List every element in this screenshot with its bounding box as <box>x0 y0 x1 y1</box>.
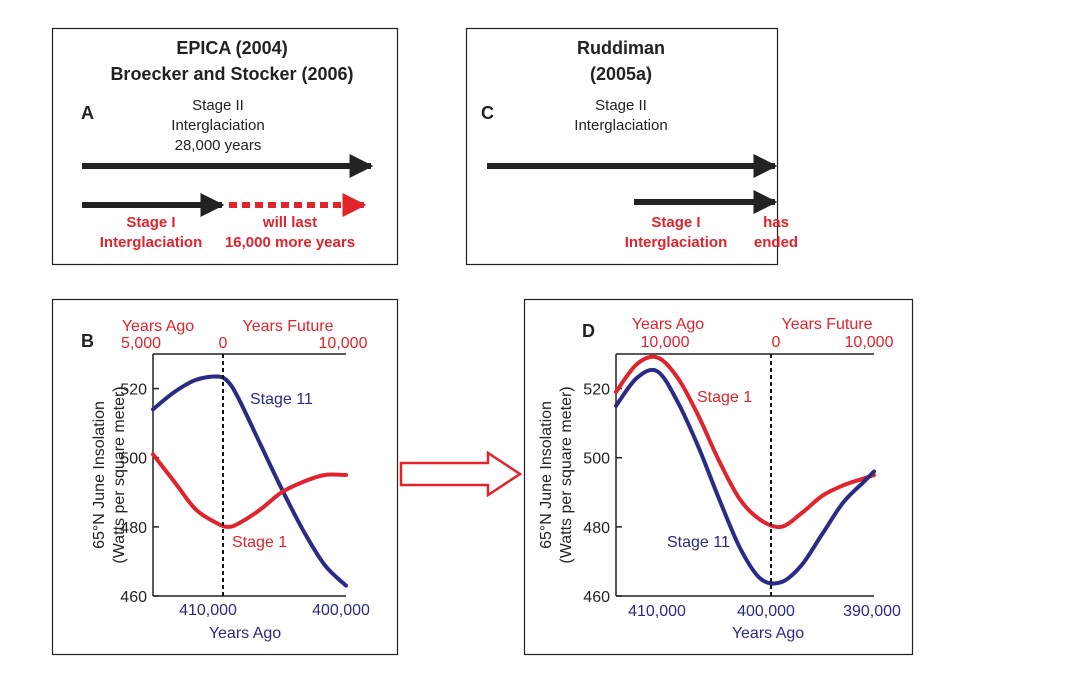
panel-d-frame <box>523 298 914 656</box>
panel-a-title-1: EPICA (2004) <box>176 38 287 58</box>
panel-d-stage11-line <box>614 367 876 586</box>
panel-c-letter: C <box>481 103 494 123</box>
panel-b: B Years Ago Years Future 5,000 0 10,000 … <box>51 298 399 656</box>
panel-a-frame <box>51 27 399 266</box>
panel-d-plot <box>614 354 876 586</box>
panel-b-ytick-label-460: 460 <box>120 589 147 606</box>
panel-c-title-2: (2005a) <box>590 64 652 84</box>
panel-b-plot <box>151 374 348 588</box>
panel-d-bottom-tick-410000: 410,000 <box>628 603 686 620</box>
panel-d-bottom-tick-400000: 400,000 <box>737 603 795 620</box>
panel-d-stage1-label: Stage 1 <box>697 389 752 406</box>
panel-d-stage11-label: Stage 11 <box>667 534 730 551</box>
panel-d-stage1-line <box>614 354 876 530</box>
panel-c-stage2-line2: Interglaciation <box>574 117 667 134</box>
panel-d-ylabel-2: (Watts per square meter) <box>558 386 575 563</box>
panel-b-stage1-line <box>151 452 348 529</box>
panel-a-stage1-line2: Interglaciation <box>100 234 203 251</box>
panel-b-ytick-label-500: 500 <box>120 451 147 468</box>
panel-b-xlabel: Years Ago <box>209 625 281 642</box>
panel-a-future-line2: 16,000 more years <box>225 234 355 251</box>
panel-transition-arrow <box>399 450 523 498</box>
panel-b-stage11-label: Stage 11 <box>250 391 313 408</box>
panel-d-top-label-future: Years Future <box>781 316 872 333</box>
panel-c-ended-line1: has <box>763 214 789 231</box>
panel-d-top-tick-0: 0 <box>772 334 781 351</box>
panel-d-top-label-ago: Years Ago <box>632 316 704 333</box>
panel-d-bottom-tick-390000: 390,000 <box>843 603 901 620</box>
panel-a-title-2: Broecker and Stocker (2006) <box>110 64 353 84</box>
panel-a-letter: A <box>81 103 94 123</box>
panel-c-ended-line2: ended <box>754 234 798 251</box>
panel-a-stage2-line3: 28,000 years <box>175 137 262 154</box>
panel-d-ytick-label-460: 460 <box>583 589 610 606</box>
panel-d-ylabel-1: 65°N June Insolation <box>538 401 555 549</box>
panel-b-top-tick-0: 0 <box>219 335 228 352</box>
panel-c: Ruddiman (2005a) C Stage II Interglaciat… <box>465 27 798 266</box>
panel-b-top-tick-10000: 10,000 <box>319 335 368 352</box>
panel-d-top-tick-10000-future: 10,000 <box>845 334 894 351</box>
panel-d-top-tick-10000-ago: 10,000 <box>641 334 690 351</box>
panel-b-bottom-tick-410000: 410,000 <box>179 602 237 619</box>
panel-a-future-line1: will last <box>262 214 317 231</box>
panel-b-top-label-ago: Years Ago <box>122 318 194 335</box>
panel-b-letter: B <box>81 331 94 351</box>
panel-c-stage1-line1: Stage I <box>651 214 700 231</box>
panel-b-frame <box>51 298 399 656</box>
panel-b-ylabel-2: (Watts per square meter) <box>111 386 128 563</box>
panel-b-stage1-label: Stage 1 <box>232 534 287 551</box>
panel-b-top-tick-5000: 5,000 <box>121 335 161 352</box>
panel-c-frame <box>465 27 779 266</box>
panel-c-stage1-line2: Interglaciation <box>625 234 728 251</box>
panel-a-stage1-line1: Stage I <box>126 214 175 231</box>
panel-b-top-label-future: Years Future <box>242 318 333 335</box>
panel-d-ytick-label-480: 480 <box>583 520 610 537</box>
panel-a-stage2-line1: Stage II <box>192 97 244 114</box>
panel-b-ytick-label-480: 480 <box>120 520 147 537</box>
panel-b-y-ticks: 460 480 500 520 <box>120 382 159 606</box>
panel-c-stage2-line1: Stage II <box>595 97 647 114</box>
panel-a-stage2-line2: Interglaciation <box>171 117 264 134</box>
panel-d-ytick-label-500: 500 <box>583 451 610 468</box>
panel-d-letter: D <box>582 321 595 341</box>
panel-d: D Years Ago Years Future 10,000 0 10,000… <box>523 298 914 656</box>
panel-a: EPICA (2004) Broecker and Stocker (2006)… <box>51 27 399 266</box>
panel-d-xlabel: Years Ago <box>732 625 804 642</box>
panel-b-bottom-tick-400000: 400,000 <box>312 602 370 619</box>
panel-b-ylabel-1: 65°N June Insolation <box>91 401 108 549</box>
panel-b-ytick-label-520: 520 <box>120 382 147 399</box>
panel-d-y-ticks: 460 480 500 520 <box>583 382 622 606</box>
panel-b-stage11-line <box>151 374 348 588</box>
panel-c-title-1: Ruddiman <box>577 38 665 58</box>
panel-d-ytick-label-520: 520 <box>583 382 610 399</box>
